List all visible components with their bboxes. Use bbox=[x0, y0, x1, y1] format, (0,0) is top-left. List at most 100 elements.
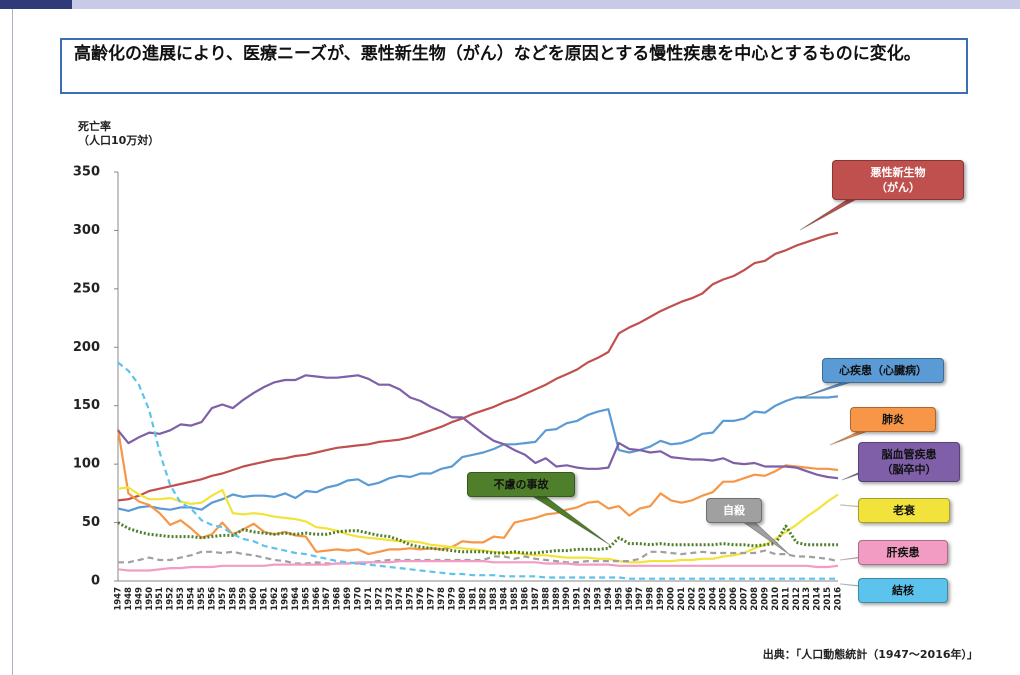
legend-callout: 脳血管疾患（脳卒中） bbox=[858, 442, 960, 482]
x-tick-label: 1950 bbox=[145, 587, 155, 611]
y-axis-title-line: 死亡率 bbox=[78, 120, 111, 133]
y-tick-label: 250 bbox=[73, 281, 100, 296]
x-tick-label: 1997 bbox=[635, 587, 645, 611]
x-tick-label: 2011 bbox=[781, 587, 791, 611]
x-tick-label: 2013 bbox=[802, 587, 812, 611]
y-axis-title-line: （人口10万対） bbox=[78, 134, 160, 147]
series-line bbox=[117, 361, 838, 580]
x-tick-label: 1965 bbox=[301, 587, 311, 611]
x-tick-label: 2006 bbox=[729, 587, 739, 611]
series-line bbox=[117, 395, 839, 512]
x-tick-label: 2003 bbox=[698, 587, 708, 611]
series-line bbox=[116, 428, 839, 556]
x-tick-label: 1976 bbox=[416, 587, 426, 611]
x-tick-label: 1955 bbox=[197, 587, 207, 611]
x-tick-label: 1947 bbox=[114, 587, 124, 611]
y-tick-label: 350 bbox=[73, 165, 100, 180]
x-tick-label: 1973 bbox=[385, 587, 395, 611]
x-tick-label: 2005 bbox=[719, 587, 729, 611]
x-tick-label: 1962 bbox=[270, 587, 280, 611]
x-tick-label: 1957 bbox=[218, 587, 228, 611]
x-tick-label: 1974 bbox=[395, 587, 405, 611]
legend-callout: 肝疾患 bbox=[858, 540, 948, 565]
legend-callout: 悪性新生物（がん） bbox=[832, 160, 964, 200]
x-tick-label: 1969 bbox=[343, 587, 353, 611]
x-tick-label: 1956 bbox=[207, 587, 217, 611]
x-tick-label: 1985 bbox=[510, 587, 520, 611]
x-tick-label: 1952 bbox=[166, 587, 176, 611]
legend-callout: 結核 bbox=[858, 578, 948, 603]
left-rule bbox=[12, 9, 13, 675]
y-axis-title: 死亡率 （人口10万対） bbox=[78, 120, 159, 148]
series-line bbox=[117, 486, 839, 564]
x-tick-label: 1978 bbox=[437, 587, 447, 611]
legend-callout: 自殺 bbox=[706, 498, 762, 523]
x-tick-label: 1951 bbox=[155, 587, 165, 611]
x-tick-label: 1960 bbox=[249, 587, 259, 611]
y-tick-label: 100 bbox=[73, 457, 100, 472]
x-tick-label: 1970 bbox=[354, 587, 364, 611]
series-line bbox=[117, 374, 839, 480]
x-tick-label: 2000 bbox=[667, 587, 677, 611]
x-tick-label: 1967 bbox=[322, 587, 332, 611]
x-tick-label: 2012 bbox=[792, 587, 802, 611]
x-tick-label: 1992 bbox=[583, 587, 593, 611]
x-tick-label: 1993 bbox=[594, 587, 604, 611]
x-tick-label: 2007 bbox=[740, 587, 750, 611]
x-tick-label: 1954 bbox=[187, 587, 197, 611]
x-tick-label: 1988 bbox=[541, 587, 551, 611]
x-tick-label: 1972 bbox=[374, 587, 384, 611]
x-tick-label: 1990 bbox=[562, 587, 572, 611]
y-tick-label: 0 bbox=[91, 574, 100, 589]
x-tick-label: 1986 bbox=[520, 587, 530, 611]
x-tick-label: 1991 bbox=[573, 587, 583, 611]
legend-callout: 老衰 bbox=[858, 498, 950, 523]
x-tick-label: 1968 bbox=[333, 587, 343, 611]
x-tick-label: 2010 bbox=[771, 587, 781, 611]
x-tick-label: 2016 bbox=[834, 587, 844, 611]
legend-callout: 肺炎 bbox=[850, 407, 936, 432]
x-tick-label: 2014 bbox=[813, 587, 823, 611]
y-tick-label: 200 bbox=[73, 340, 100, 355]
legend-callout: 心疾患（心臓病） bbox=[822, 358, 944, 383]
top-square bbox=[0, 0, 72, 9]
x-tick-label: 2001 bbox=[677, 587, 687, 611]
x-tick-label: 1953 bbox=[176, 587, 186, 611]
x-tick-label: 1983 bbox=[489, 587, 499, 611]
series-line bbox=[117, 231, 839, 502]
x-tick-label: 2009 bbox=[760, 587, 770, 611]
x-tick-label: 1995 bbox=[614, 587, 624, 611]
callout-text: 悪性新生物（がん） bbox=[870, 166, 926, 194]
x-tick-label: 1980 bbox=[458, 587, 468, 611]
x-tick-label: 1971 bbox=[364, 587, 374, 611]
x-tick-label: 1964 bbox=[291, 587, 301, 611]
x-tick-label: 1999 bbox=[656, 587, 666, 611]
y-tick-label: 300 bbox=[73, 223, 100, 238]
x-tick-label: 2015 bbox=[823, 587, 833, 611]
x-tick-label: 1961 bbox=[260, 587, 270, 611]
legend-callout: 不慮の事故 bbox=[467, 472, 575, 497]
y-tick-label: 150 bbox=[73, 398, 100, 413]
headline: 高齢化の進展により、医療ニーズが、悪性新生物（がん）などを原因とする慢性疾患を中… bbox=[60, 38, 968, 94]
x-tick-label: 2002 bbox=[687, 587, 697, 611]
x-tick-label: 1949 bbox=[134, 587, 144, 611]
callout-text: 脳血管疾患（脳卒中） bbox=[881, 448, 937, 476]
top-bar bbox=[0, 0, 1020, 9]
source: 出典：「人口動態統計（1947～2016年）」 bbox=[762, 648, 978, 661]
x-tick-label: 1982 bbox=[479, 587, 489, 611]
x-tick-label: 1998 bbox=[646, 587, 656, 611]
x-tick-label: 1989 bbox=[552, 587, 562, 611]
x-tick-label: 1979 bbox=[447, 587, 457, 611]
x-tick-label: 1994 bbox=[604, 587, 614, 611]
x-tick-label: 1963 bbox=[280, 587, 290, 611]
x-tick-label: 2008 bbox=[750, 587, 760, 611]
y-tick-label: 50 bbox=[82, 515, 100, 530]
x-tick-label: 1959 bbox=[239, 587, 249, 611]
x-tick-label: 1977 bbox=[427, 587, 437, 611]
x-tick-label: 1966 bbox=[312, 587, 322, 611]
x-tick-label: 1975 bbox=[406, 587, 416, 611]
x-tick-label: 1958 bbox=[228, 587, 238, 611]
x-tick-label: 1987 bbox=[531, 587, 541, 611]
